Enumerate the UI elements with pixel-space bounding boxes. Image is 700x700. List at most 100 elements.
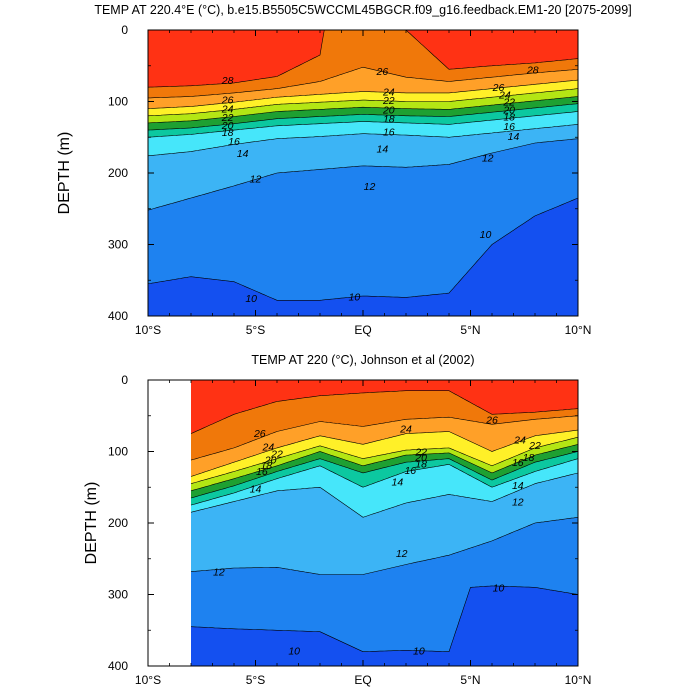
bottom-y-tick-label: 200: [108, 516, 128, 530]
bottom-y-tick-label: 100: [108, 445, 128, 459]
bottom-contour-label-14: 14: [250, 484, 262, 496]
bottom-contour-label-12: 12: [512, 497, 524, 509]
bottom-contour-label-14: 14: [512, 480, 524, 492]
bottom-contour-label-16: 16: [404, 465, 416, 477]
top-contour-line-14: [147, 124, 579, 157]
bottom-contour-label-18: 18: [523, 452, 535, 464]
bottom-contour-line-12: [190, 517, 579, 575]
top-y-tick-label: 0: [121, 23, 128, 37]
top-x-tick-label: 5°S: [246, 323, 265, 337]
top-contour-label-28: 28: [526, 64, 539, 76]
top-contour-label-24: 24: [498, 89, 511, 101]
bottom-contour-label-10: 10: [413, 645, 425, 657]
top-contour-label-24: 24: [382, 87, 395, 99]
top-x-tick-label: 10°S: [135, 323, 161, 337]
bottom-y-tick-label: 300: [108, 588, 128, 602]
bottom-contour-line-16: [190, 458, 579, 506]
top-contour-label-14: 14: [377, 144, 389, 156]
top-contour-label-20: 20: [502, 104, 515, 116]
bottom-contour-line-26: [190, 415, 579, 461]
top-contour-label-18: 18: [222, 127, 234, 139]
top-x-tick-label: EQ: [354, 323, 371, 337]
bottom-y-tick-label: 400: [108, 659, 128, 673]
top-contour-label-16: 16: [503, 121, 515, 133]
top-contour-label-12: 12: [250, 174, 262, 186]
top-contour-line-12: [147, 138, 579, 211]
bottom-x-tick-label: 10°S: [135, 673, 161, 687]
bottom-x-tick-label: 5°N: [460, 673, 480, 687]
bottom-contour-label-12: 12: [213, 567, 225, 579]
bottom-contour-line-10: [190, 585, 579, 653]
top-band-above-28: [148, 30, 578, 88]
bottom-contour-line-24: [190, 429, 579, 477]
bottom-contour-label-26: 26: [485, 414, 498, 426]
bottom-contour-label-18: 18: [260, 460, 272, 472]
top-contour-label-20: 20: [221, 120, 234, 132]
bottom-contour-label-14: 14: [392, 477, 404, 489]
top-y-tick-label: 200: [108, 166, 128, 180]
bottom-contour-label-22: 22: [270, 449, 283, 461]
top-contour-label-26: 26: [492, 82, 505, 94]
top-contour-label-10: 10: [480, 229, 492, 241]
top-contour-label-22: 22: [382, 95, 395, 107]
top-contour-label-20: 20: [382, 104, 395, 116]
top-contour-label-12: 12: [364, 181, 376, 193]
bottom-contour-line-28: [190, 390, 579, 434]
bottom-y-tick-label: 0: [121, 373, 128, 387]
top-contour-line-20: [147, 96, 579, 124]
bottom-contour-line-18: [190, 451, 579, 499]
top-contour-label-10: 10: [349, 292, 361, 304]
top-contour-label-16: 16: [383, 127, 395, 139]
bottom-contour-label-24: 24: [399, 424, 412, 436]
bottom-contour-label-24: 24: [262, 442, 275, 454]
bottom-panel-y-axis-label: DEPTH (m): [83, 482, 100, 565]
bottom-contour-line-22: [190, 436, 579, 484]
bottom-contour-label-24: 24: [513, 434, 526, 446]
bottom-band-above-28: [191, 380, 578, 434]
bottom-contour-label-10: 10: [493, 582, 505, 594]
top-y-tick-label: 100: [108, 95, 128, 109]
bottom-contour-line-14: [190, 472, 579, 518]
top-y-tick-label: 400: [108, 309, 128, 323]
top-contour-label-14: 14: [508, 131, 520, 143]
top-contour-line-26: [148, 66, 579, 99]
top-contour-line-24: [147, 79, 579, 109]
bottom-contour-label-20: 20: [264, 454, 277, 466]
top-contour-label-24: 24: [221, 104, 234, 116]
bottom-contour-label-26: 26: [253, 428, 266, 440]
top-contour-label-18: 18: [503, 112, 515, 124]
bottom-contour-label-20: 20: [414, 452, 427, 464]
top-y-tick-label: 300: [108, 238, 128, 252]
bottom-contour-label-22: 22: [528, 440, 541, 452]
bottom-contour-label-22: 22: [414, 447, 427, 459]
bottom-contour-label-16: 16: [256, 466, 268, 478]
bottom-contour-line-20: [190, 444, 579, 492]
top-panel-title: TEMP AT 220.4°E (°C), b.e15.B5505C5WCCML…: [94, 3, 631, 17]
top-contour-label-10: 10: [245, 293, 257, 305]
top-contour-label-16: 16: [228, 136, 240, 148]
top-x-tick-label: 5°N: [460, 323, 480, 337]
top-contour-label-22: 22: [502, 97, 515, 109]
bottom-contour-label-12: 12: [396, 548, 408, 560]
top-x-tick-label: 10°N: [565, 323, 592, 337]
bottom-contour-label-16: 16: [512, 457, 524, 469]
bottom-contour-label-10: 10: [288, 645, 300, 657]
top-contour-line-22: [147, 88, 579, 117]
top-contour-line-16: [147, 111, 579, 138]
top-contour-label-26: 26: [221, 94, 234, 106]
top-panel-model-temperature: 2826242220181614121026242220181614121028…: [56, 3, 632, 337]
top-contour-label-18: 18: [383, 114, 395, 126]
top-contour-label-14: 14: [237, 148, 249, 160]
top-contour-line-18: [147, 103, 579, 131]
top-contour-label-28: 28: [221, 75, 234, 87]
bottom-x-tick-label: EQ: [354, 673, 371, 687]
bottom-contour-label-18: 18: [415, 459, 427, 471]
top-contour-line-10: [147, 197, 579, 301]
top-panel-y-axis-label: DEPTH (m): [56, 132, 73, 215]
top-contour-label-26: 26: [376, 66, 389, 78]
top-contour-label-12: 12: [482, 152, 494, 164]
bottom-panel-title: TEMP AT 220 (°C), Johnson et al (2002): [251, 353, 474, 367]
bottom-x-tick-label: 5°S: [246, 673, 265, 687]
